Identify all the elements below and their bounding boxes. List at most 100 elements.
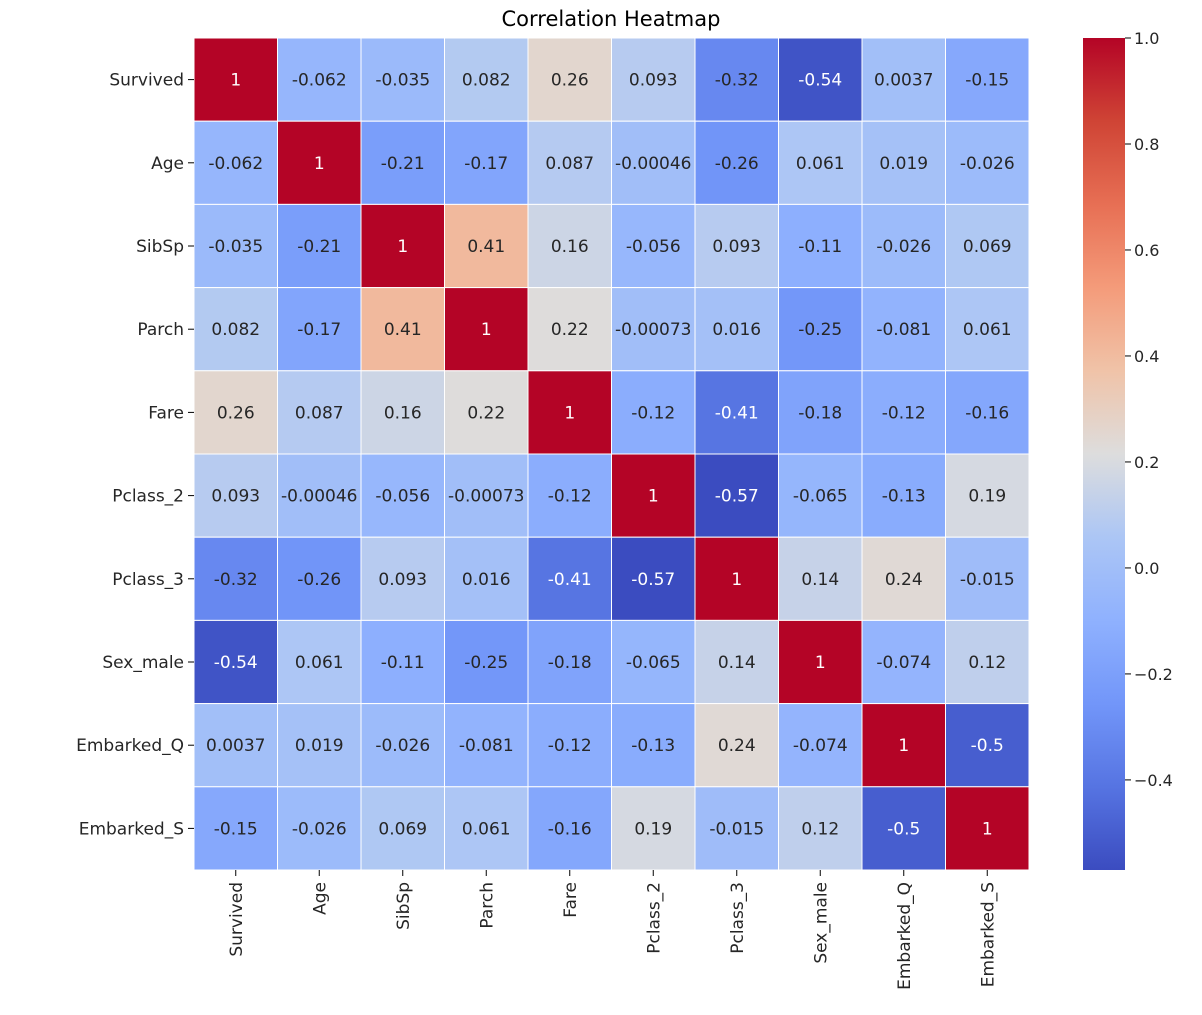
cell-value-label: -0.074 [876,653,931,673]
row-tick-label: Age [151,154,184,174]
colorbar: 1.0 0.8 0.6 0.4 0.2 0.0 −0.2 −0.4 [1083,29,1173,870]
cell-value-label: 1 [648,487,659,507]
cell-value-label: -0.54 [798,71,842,91]
heatmap-cell [527,619,612,705]
chart-title: Correlation Heatmap [502,7,721,31]
colorbar-tick-label: 0.2 [1134,453,1159,472]
heatmap-cell [611,453,696,538]
cell-value-label: 0.019 [295,736,344,756]
cell-value-label: -0.13 [631,736,675,756]
row-tick-label: Embarked_Q [76,736,184,756]
cell-value-label: 0.14 [801,570,839,590]
row-tick-label: Embarked_S [79,819,184,839]
row-tick-label: Parch [137,320,184,340]
heatmap-cell [444,703,529,788]
cell-value-label: -0.026 [960,154,1015,174]
cell-value-label: -0.015 [709,819,764,839]
heatmap-cell [444,786,529,871]
colorbar-tick-label: 0.8 [1134,135,1159,154]
cell-value-label: 0.093 [712,237,761,257]
cell-value-label: -0.41 [715,403,759,423]
heatmap-cell [277,619,362,705]
cell-value-label: 1 [982,819,993,839]
cell-value-label: -0.062 [292,71,347,91]
heatmap-cell [945,619,1030,705]
row-tick-label: Sex_male [102,653,184,673]
cell-value-label: -0.00073 [615,320,691,340]
cell-value-label: -0.18 [548,653,592,673]
cell-value-label: 0.061 [462,819,511,839]
cell-value-label: 0.093 [378,570,427,590]
colorbar-tick-label: −0.2 [1134,665,1173,684]
heatmap-cell [694,536,779,621]
column-tick-label: Fare [561,882,581,918]
row-tick-label: Pclass_2 [112,487,184,507]
heatmap-cell [778,203,863,289]
cell-value-label: 0.082 [211,320,260,340]
heatmap-cell [694,619,779,705]
cell-value-label: 1 [898,736,909,756]
heatmap-cell [945,536,1030,621]
heatmap-cell [778,120,863,205]
cell-value-label: 1 [564,403,575,423]
cell-value-label: 0.16 [551,237,589,257]
cell-value-label: 0.087 [545,154,594,174]
heatmap-cell [778,703,863,788]
heatmap-cell [527,203,612,289]
heatmap-cell [611,120,696,205]
heatmap-cell [861,453,946,538]
cell-value-label: 0.087 [295,403,344,423]
cell-value-label: -0.15 [214,819,258,839]
heatmap-cell [277,786,362,871]
cell-value-label: -0.00046 [281,487,357,507]
heatmap-cells: 1 -0.062 -0.035 0.082 0.26 0.093 -0.32 -0.54 0.0… [193,37,1030,871]
heatmap-cell [360,370,445,455]
cell-value-label: -0.41 [548,570,592,590]
cell-value-label: -0.21 [381,154,425,174]
colorbar-tick-label: 0.0 [1134,559,1159,578]
heatmap-cell [360,203,445,289]
cell-value-label: -0.16 [965,403,1009,423]
heatmap-cell [861,786,946,871]
cell-value-label: -0.17 [464,154,508,174]
heatmap-cell [611,370,696,455]
colorbar-tick-label: 1.0 [1134,29,1159,48]
row-tick-label: Pclass_3 [112,570,184,590]
heatmap-cell [527,37,612,122]
cell-value-label: 0.016 [712,320,761,340]
cell-value-label: -0.12 [882,403,926,423]
heatmap-cell [277,120,362,205]
heatmap-cell [694,287,779,372]
heatmap-cell [193,786,278,871]
heatmap-cell [694,786,779,871]
column-tick-labels: Survived Age SibSp Parch Fare Pclass_2 Pclass_… [227,870,998,990]
heatmap-cell [360,453,445,538]
heatmap-cell [694,703,779,788]
cell-value-label: -0.12 [548,736,592,756]
cell-value-label: 0.22 [551,320,589,340]
heatmap-cell [861,619,946,705]
cell-value-label: 1 [815,653,826,673]
cell-value-label: 1 [731,570,742,590]
cell-value-label: -0.15 [965,71,1009,91]
heatmap-cell [277,703,362,788]
heatmap-cell [193,536,278,621]
cell-value-label: 0.26 [217,403,255,423]
cell-value-label: -0.026 [292,819,347,839]
heatmap-cell [861,203,946,289]
cell-value-label: 0.082 [462,71,511,91]
column-tick-label: Pclass_3 [728,882,748,954]
heatmap-cell [527,453,612,538]
cell-value-label: 0.061 [295,653,344,673]
heatmap-cell [193,37,278,122]
heatmap-cell [778,370,863,455]
cell-value-label: -0.17 [297,320,341,340]
cell-value-label: -0.062 [208,154,263,174]
heatmap-cell [444,453,529,538]
heatmap-cell [861,120,946,205]
cell-value-label: -0.21 [297,237,341,257]
heatmap-cell [945,786,1030,871]
cell-value-label: 0.019 [879,154,928,174]
cell-value-label: -0.26 [715,154,759,174]
